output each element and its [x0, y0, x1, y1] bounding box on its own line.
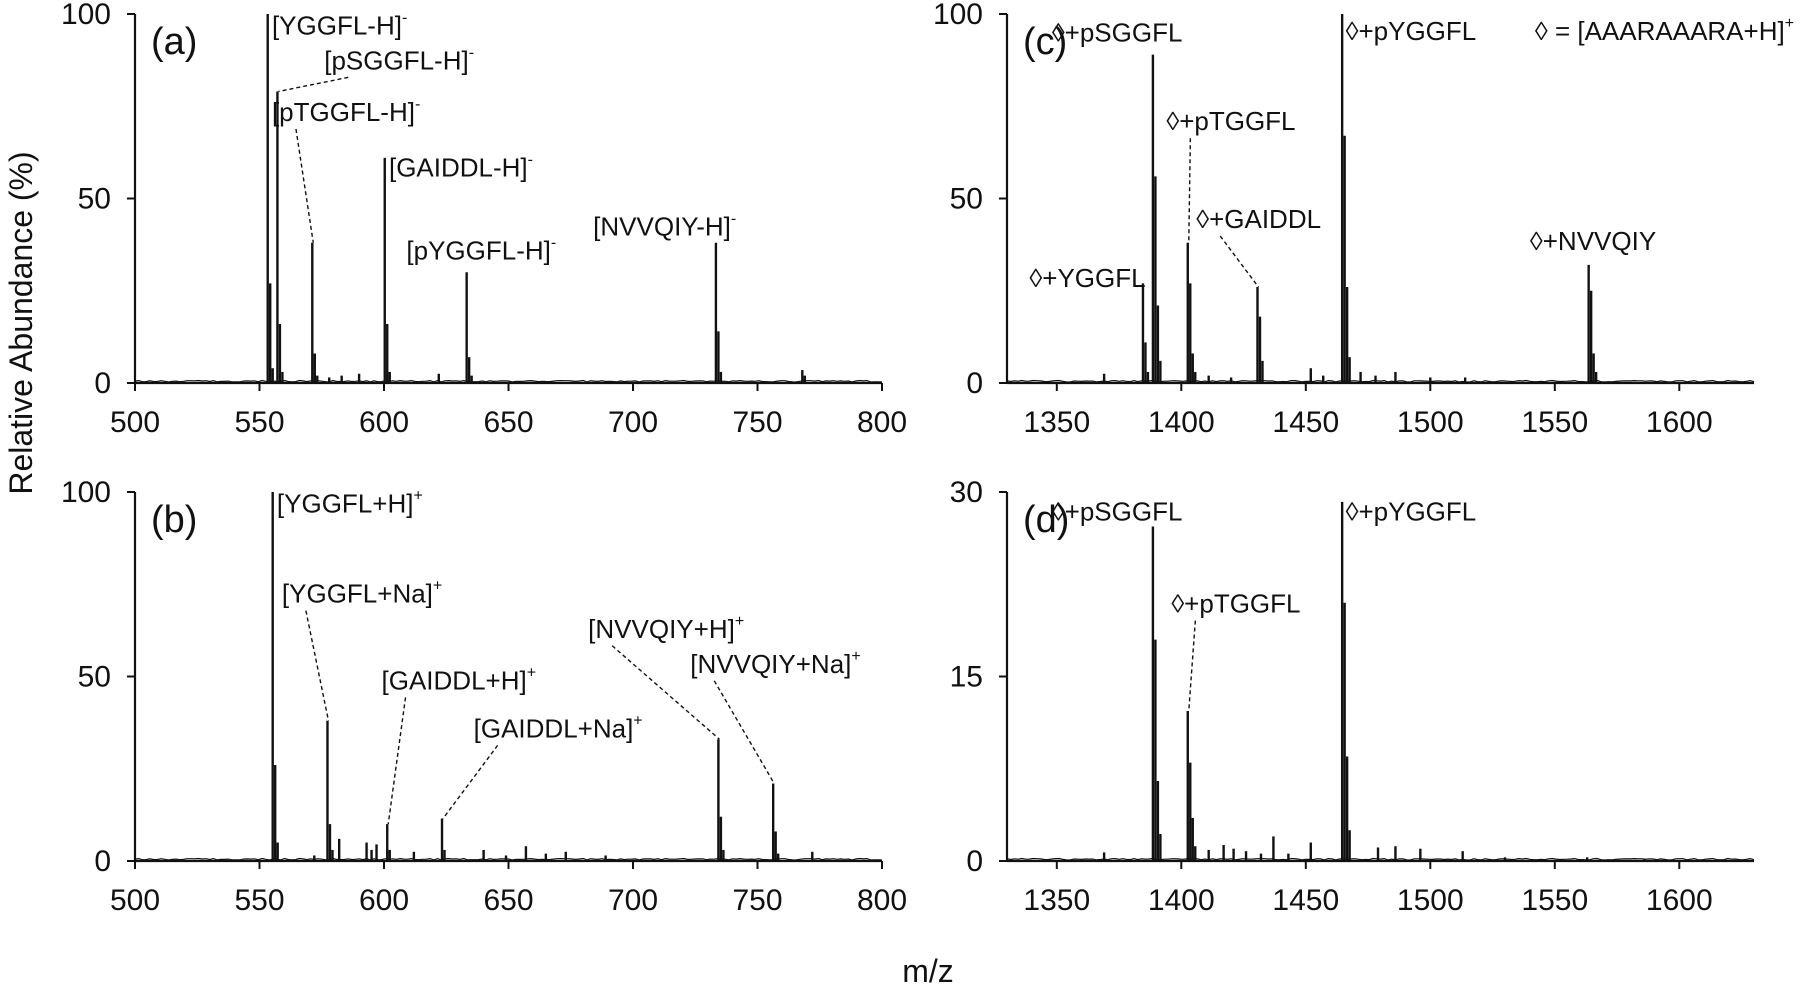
y-tick-label: 15	[950, 661, 983, 694]
annotation-charge: -	[528, 151, 533, 168]
x-tick-label: 1450	[1272, 884, 1339, 917]
annotation-leader-line	[295, 128, 314, 243]
panel-label: (a)	[151, 21, 197, 63]
annotation-leader-line	[305, 610, 330, 721]
peak-annotation: ◊+GAIDDL	[1196, 204, 1321, 234]
baseline-noise	[1006, 379, 1755, 383]
x-axis-title: m/z	[902, 953, 954, 989]
peak-annotation: [YGGFL+H]+	[277, 487, 423, 518]
annotation-charge: +	[851, 648, 860, 665]
annotation-charge: +	[413, 487, 422, 504]
x-tick-label: 1450	[1272, 406, 1339, 439]
annotation-charge: +	[527, 664, 536, 681]
annotation-charge: -	[551, 234, 556, 251]
x-tick-label: 650	[483, 884, 533, 917]
peak-annotation: ◊+pSGGFL	[1052, 18, 1183, 48]
annotation-charge: +	[735, 613, 744, 630]
x-tick-label: 1350	[1023, 884, 1090, 917]
peak-annotation: ◊+pTGGFL	[1171, 589, 1300, 619]
peak-annotation: ◊+pYGGFL	[1346, 496, 1477, 526]
peak-annotation: ◊+NVVQIY	[1530, 226, 1656, 256]
annotation-charge: +	[1785, 15, 1794, 32]
x-tick-label: 600	[359, 406, 409, 439]
peak-annotation: [YGGFL+Na]+	[282, 578, 442, 609]
peak-annotation: [GAIDDL-H]-	[389, 151, 533, 182]
annotation-leader-line	[1188, 138, 1192, 243]
x-tick-label: 550	[234, 884, 284, 917]
x-tick-label: 1500	[1397, 406, 1464, 439]
y-tick-label: 0	[94, 367, 111, 400]
y-tick-label: 0	[966, 367, 983, 400]
peak-annotation: [pTGGFL-H]-	[272, 96, 420, 127]
annotation-leader-line	[442, 744, 499, 819]
x-tick-label: 1550	[1521, 406, 1588, 439]
annotation-charge: +	[433, 578, 442, 595]
peak-annotation: [NVVQIY+H]+	[588, 613, 744, 644]
x-tick-label: 1400	[1148, 406, 1215, 439]
x-tick-label: 800	[857, 406, 907, 439]
peak-annotation: ◊+pSGGFL	[1052, 496, 1183, 526]
x-tick-label: 750	[732, 884, 782, 917]
peak-annotation: [YGGFL-H]-	[272, 9, 407, 40]
x-tick-label: 1400	[1148, 884, 1215, 917]
x-tick-label: 650	[483, 406, 533, 439]
peak-annotation: [NVVQIY-H]-	[593, 210, 736, 241]
peak-annotation: [GAIDDL+Na]+	[474, 712, 643, 743]
y-tick-label: 50	[78, 183, 111, 216]
y-tick-label: 50	[78, 661, 111, 694]
annotation-charge: -	[469, 44, 474, 61]
y-tick-label: 30	[950, 476, 983, 509]
x-tick-label: 500	[110, 884, 160, 917]
peak-annotation: ◊+YGGFL	[1029, 263, 1145, 293]
spectrum-panel-0: 0 50 100 500 550 600 650 700 750 800 (a) [YGGFL-H]-…	[61, 0, 907, 439]
annotation-leader-line	[1219, 235, 1260, 288]
annotation-charge: -	[415, 96, 420, 113]
x-tick-label: 600	[359, 884, 409, 917]
peak-annotation: ◊+pTGGFL	[1166, 106, 1295, 136]
annotation-leader-line	[1188, 620, 1197, 711]
spectrum-panel-3: 0 15 30 1350 1400 1450 1500 1550 1600 (d)◊+pSGGFL…	[950, 476, 1755, 917]
x-tick-label: 700	[608, 884, 658, 917]
baseline-noise	[1006, 857, 1755, 861]
annotation-leader-line	[387, 697, 407, 825]
y-tick-label: 50	[950, 183, 983, 216]
annotation-charge: -	[402, 9, 407, 26]
peak-annotation: [pYGGFL-H]-	[406, 234, 556, 265]
annotation-leader-line	[713, 680, 775, 784]
y-tick-label: 0	[94, 845, 111, 878]
x-tick-label: 1350	[1023, 406, 1090, 439]
y-tick-label: 100	[61, 476, 111, 509]
peak-annotation: ◊+pYGGFL	[1346, 16, 1477, 46]
baseline-noise	[134, 857, 883, 861]
x-tick-label: 550	[234, 406, 284, 439]
baseline-noise	[134, 379, 883, 383]
peak-annotation: [NVVQIY+Na]+	[690, 648, 860, 679]
y-tick-label: 100	[933, 0, 983, 31]
x-tick-label: 700	[608, 406, 658, 439]
spectrum-panel-1: 0 50 100 1350 1400 1450 1500 1550 1600 (c)◊+pSGGF…	[933, 0, 1794, 439]
x-tick-label: 750	[732, 406, 782, 439]
annotation-charge: -	[731, 210, 736, 227]
x-tick-label: 1550	[1521, 884, 1588, 917]
y-tick-label: 100	[61, 0, 111, 31]
x-tick-label: 500	[110, 406, 160, 439]
peak-annotation: ◊ = [AAARAAARA+H]+	[1535, 15, 1794, 46]
panel-label: (c)	[1023, 21, 1067, 63]
x-tick-label: 1600	[1646, 884, 1713, 917]
x-tick-label: 1600	[1646, 406, 1713, 439]
annotation-leader-line	[611, 645, 720, 740]
x-tick-label: 1500	[1397, 884, 1464, 917]
peak-annotation: [pSGGFL-H]-	[324, 44, 474, 75]
y-axis-title: Relative Abundance (%)	[3, 151, 39, 494]
x-tick-label: 800	[857, 884, 907, 917]
spectrum-panel-2: 0 50 100 500 550 600 650 700 750 800 (b) [YGGFL+H]+…	[61, 476, 907, 917]
panel-label: (b)	[151, 499, 197, 541]
peak-annotation: [GAIDDL+H]+	[382, 664, 537, 695]
y-tick-label: 0	[966, 845, 983, 878]
annotation-charge: +	[633, 712, 642, 729]
panel-label: (d)	[1023, 499, 1069, 541]
annotation-leader-line	[278, 76, 349, 93]
